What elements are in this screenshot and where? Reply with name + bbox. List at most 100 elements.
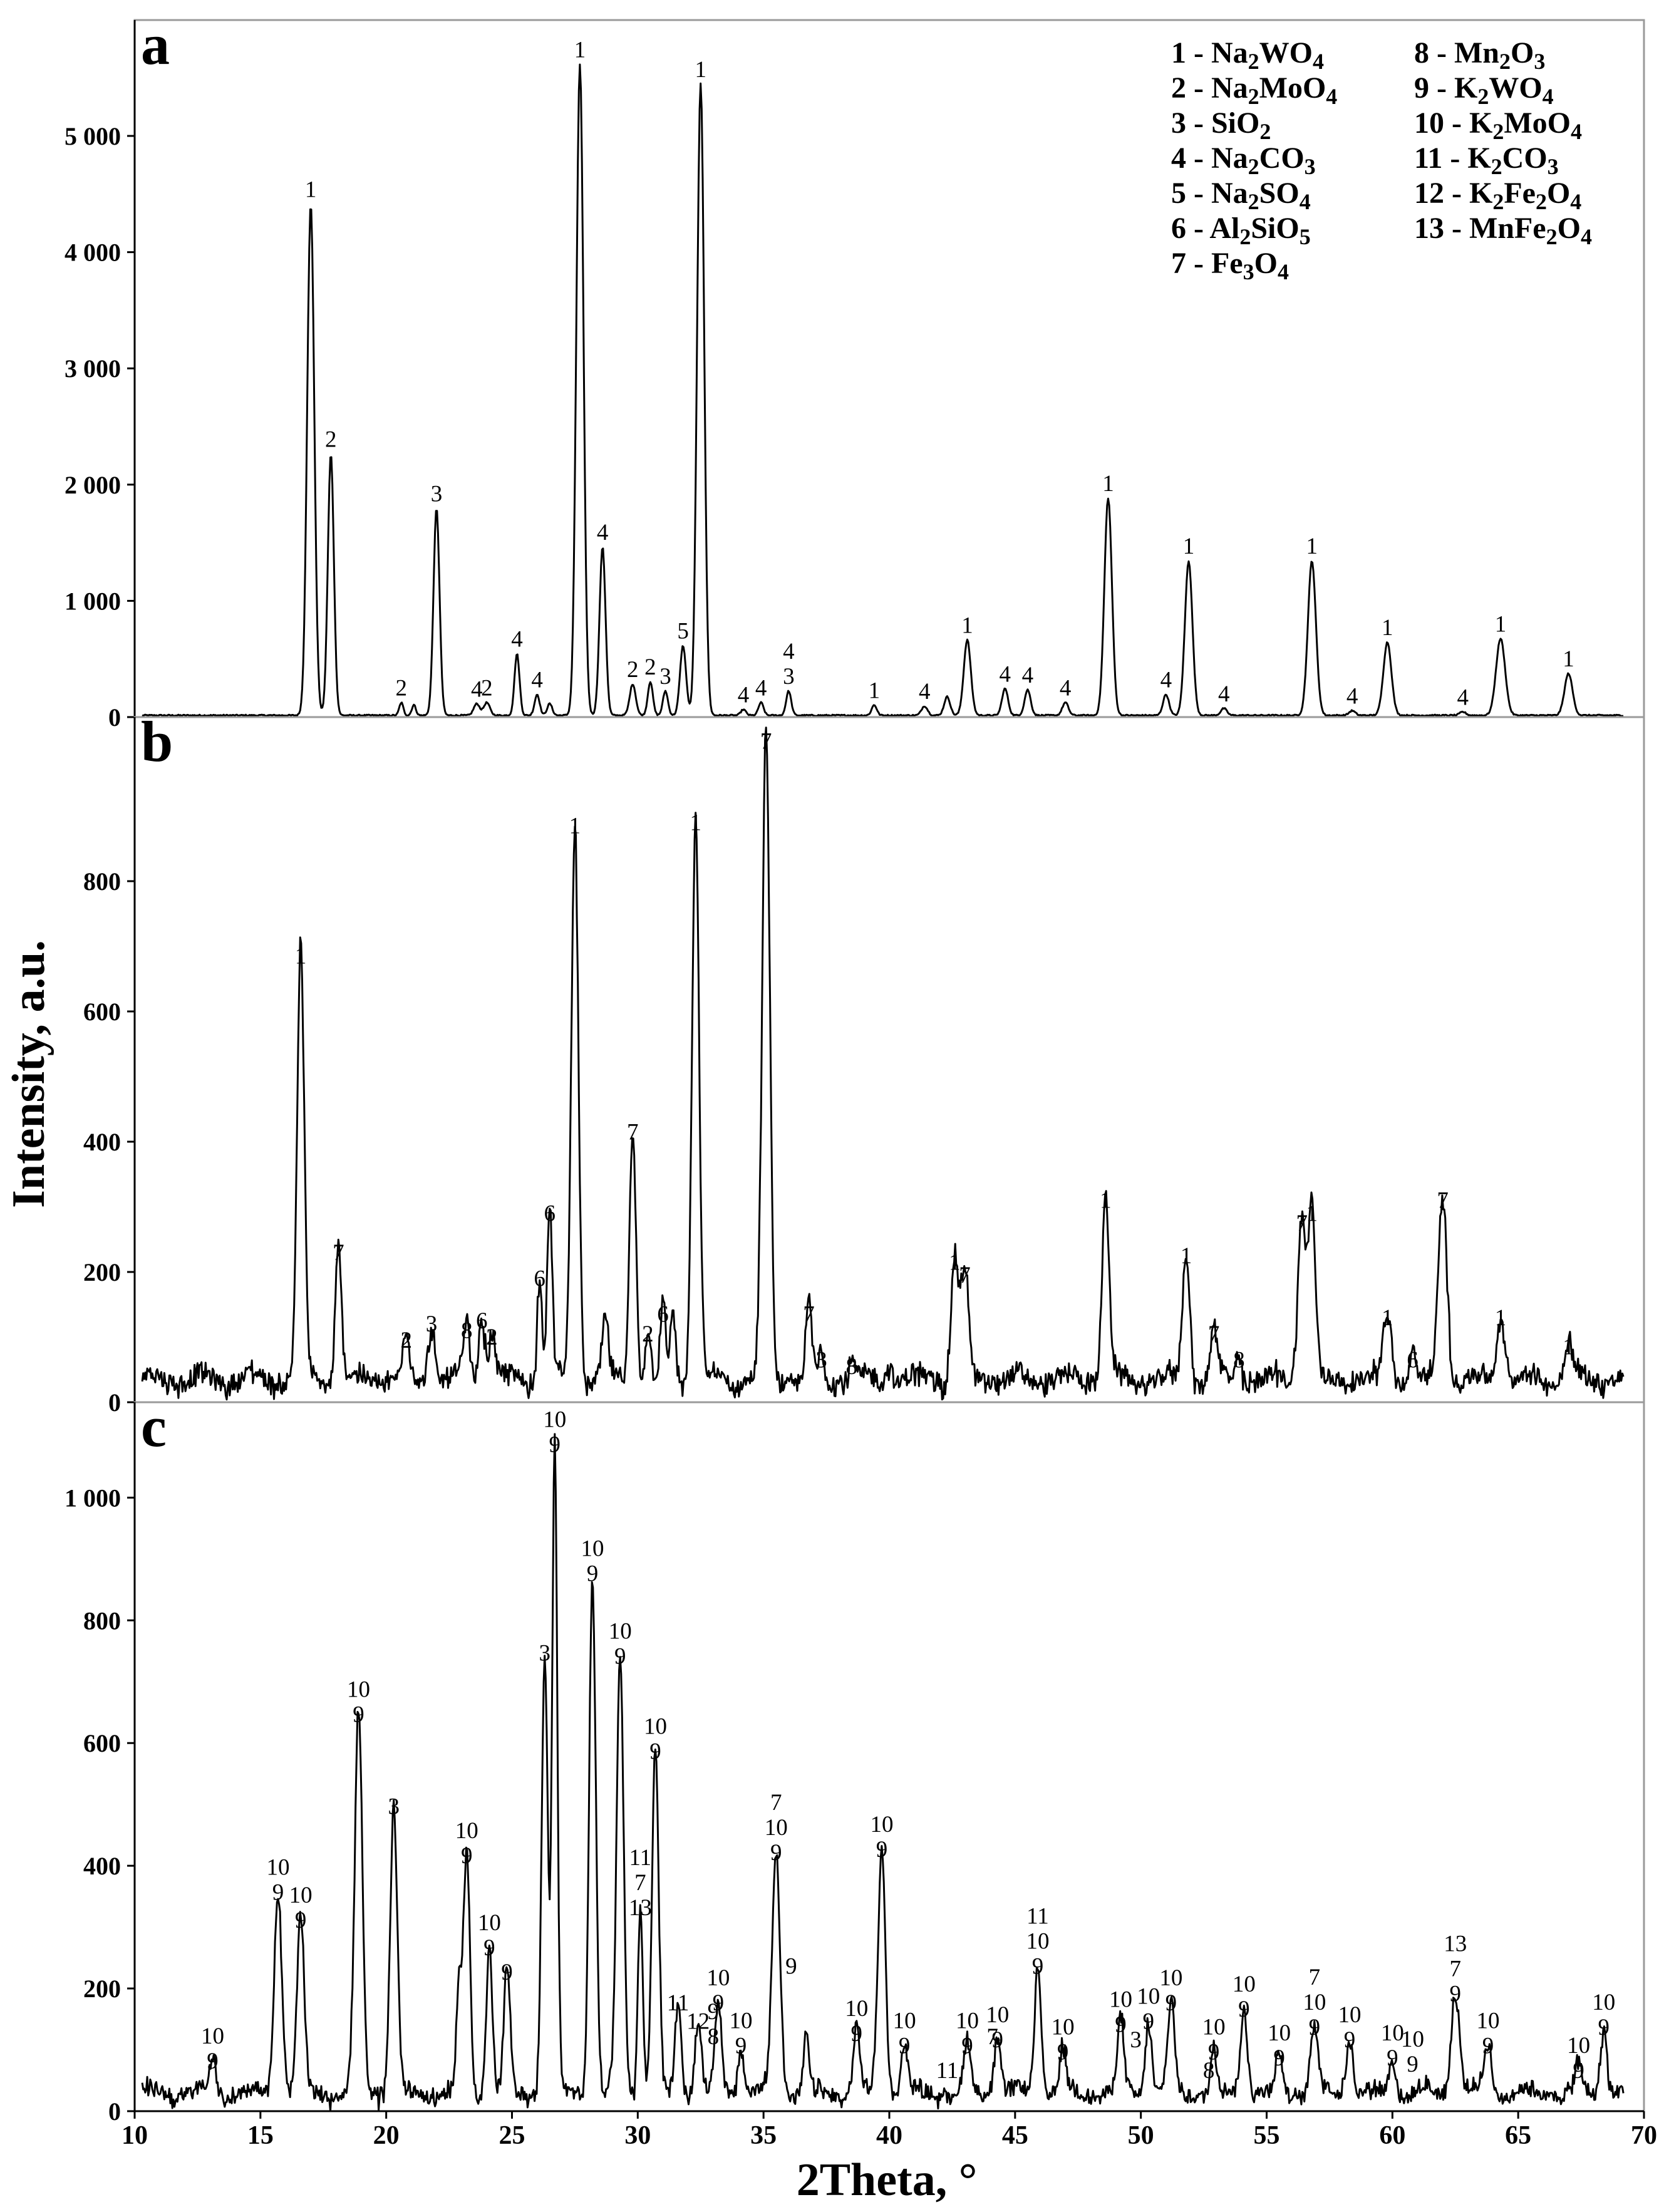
- peak-label: 11: [936, 2058, 959, 2084]
- y-tick-label: 2 000: [65, 471, 121, 499]
- peak-label: 10: [347, 1677, 370, 1703]
- peak-label: 4: [531, 668, 543, 693]
- peak-label: 10: [581, 1536, 604, 1561]
- x-tick-label: 15: [247, 2121, 274, 2150]
- peak-label: 10: [1338, 2002, 1362, 2028]
- panel-frame: [133, 716, 1645, 1403]
- legend-entry: 9 - K2WO4: [1414, 71, 1554, 109]
- diffraction-pattern-b: [141, 726, 1625, 1401]
- peak-label: 9: [991, 2027, 1003, 2053]
- peak-label: 11: [667, 1990, 690, 2016]
- peak-label: 10: [644, 1713, 667, 1739]
- peak-label: 3: [388, 1794, 400, 1820]
- peak-label: 4: [1346, 684, 1358, 710]
- peak-label: 9: [1450, 1981, 1462, 2007]
- peak-label: 9: [1598, 2015, 1610, 2040]
- peak-label: 10: [201, 2023, 224, 2049]
- y-tick-label: 5 000: [65, 122, 121, 150]
- peak-label: 10: [609, 1619, 632, 1645]
- peak-label: 1: [690, 810, 701, 835]
- peak-label: 10: [1137, 1983, 1160, 2009]
- panel-letter: b: [141, 710, 173, 773]
- peak-label: 4: [1218, 681, 1230, 707]
- peak-label: 1: [1306, 1201, 1318, 1226]
- peak-label: 10: [845, 1996, 868, 2022]
- peak-label: 10: [1381, 2020, 1404, 2046]
- x-axis-title: 2Theta, °: [797, 2154, 978, 2206]
- peak-label: 10: [706, 1965, 730, 1991]
- peak-label: 6: [534, 1266, 545, 1291]
- peak-label: 10: [1567, 2033, 1590, 2059]
- peak-label: 1: [1382, 615, 1393, 641]
- peak-label: 3: [815, 1347, 827, 1373]
- peak-label: 10: [730, 2008, 753, 2034]
- y-tick-label: 600: [83, 1729, 121, 1757]
- peak-label: 7: [1208, 1321, 1220, 1347]
- diffraction-pattern-a: [142, 63, 1624, 717]
- peak-label: 10: [1268, 2020, 1291, 2046]
- peak-label: 8: [1233, 1347, 1245, 1373]
- panel-letter: a: [141, 13, 170, 76]
- peak-label: 9: [899, 2034, 911, 2059]
- peak-label: 7: [760, 728, 772, 754]
- peak-label: 8: [1203, 2058, 1215, 2084]
- peak-label: 3: [539, 1641, 550, 1667]
- peak-label: 12: [686, 2008, 710, 2034]
- peak-label: 6: [657, 1302, 669, 1328]
- peak-label: 9: [1344, 2027, 1356, 2053]
- peak-label: 7: [986, 2024, 998, 2050]
- peak-label: 9: [549, 1432, 561, 1458]
- x-tick-label: 55: [1254, 2121, 1280, 2150]
- y-tick-label: 200: [83, 1258, 121, 1286]
- peak-label: 1: [305, 177, 317, 202]
- peak-label: 9: [649, 1739, 661, 1764]
- peak-label: 9: [295, 1908, 307, 1933]
- peak-label: 3: [659, 664, 671, 690]
- peak-label: 10: [455, 1818, 478, 1844]
- peak-label: 2: [627, 657, 639, 683]
- peak-label: 10: [1202, 2014, 1226, 2040]
- peak-label: 8: [708, 2024, 720, 2050]
- peak-label: 10: [986, 2002, 1009, 2028]
- peak-label: 10: [1592, 1990, 1615, 2015]
- peak-label: 10: [478, 1910, 501, 1936]
- peak-label: 1: [1306, 534, 1318, 559]
- peak-label: 1: [574, 38, 586, 63]
- y-axis-title: Intensity, a.u.: [3, 940, 54, 1208]
- peak-label: 4: [783, 639, 795, 664]
- x-tick-label: 20: [373, 2121, 400, 2150]
- peak-label: 4: [471, 676, 483, 702]
- y-tick-label: 1 000: [65, 1484, 121, 1512]
- peak-label: 9: [1407, 2052, 1419, 2077]
- y-tick-label: 600: [83, 998, 121, 1026]
- peak-label: 4: [919, 679, 931, 705]
- x-tick-label: 65: [1505, 2121, 1531, 2150]
- peak-label: 1: [695, 57, 707, 83]
- legend-entry: 13 - MnFe2O4: [1414, 212, 1592, 249]
- peak-label: 1: [1495, 612, 1507, 638]
- peak-label: 1: [569, 814, 581, 839]
- legend-entry: 11 - K2CO3: [1414, 142, 1559, 179]
- peak-label: 7: [1296, 1211, 1308, 1236]
- peak-label: 9: [1387, 2045, 1398, 2071]
- peak-label: 4: [738, 683, 750, 708]
- peak-label: 3: [431, 482, 443, 507]
- legend-entry: 8 - Mn2O3: [1414, 36, 1545, 74]
- peak-label: 10: [1303, 1990, 1326, 2015]
- peak-label: 9: [1573, 2058, 1584, 2084]
- peak-label: 1: [961, 612, 973, 638]
- peak-label: 13: [629, 1895, 652, 1921]
- y-tick-label: 800: [83, 867, 121, 896]
- peak-label: 2: [642, 1321, 654, 1347]
- legend-entry: 5 - Na2SO4: [1171, 177, 1311, 214]
- peak-label: 9: [876, 1837, 888, 1863]
- peak-label: 1: [1102, 471, 1114, 497]
- peak-label: 7: [803, 1302, 815, 1328]
- peak-label: 9: [353, 1702, 364, 1728]
- peak-label: 9: [1032, 1953, 1044, 1979]
- peak-label: 1: [1563, 646, 1574, 672]
